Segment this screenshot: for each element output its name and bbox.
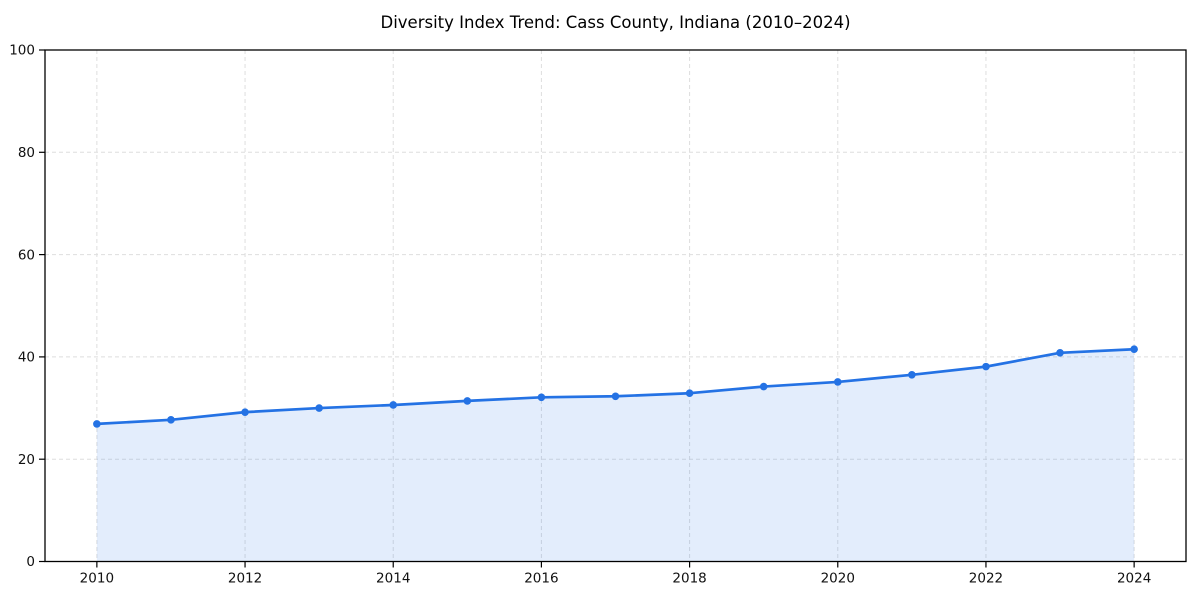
data-point-2013: [315, 404, 323, 412]
x-tick-label-2010: 2010: [80, 571, 114, 587]
data-point-2011: [167, 416, 175, 424]
x-tick-label-2020: 2020: [821, 571, 855, 587]
data-point-2017: [611, 392, 620, 401]
x-tick-label-2018: 2018: [672, 571, 706, 587]
data-point-2010: [93, 420, 101, 428]
y-tick-label-20: 20: [18, 452, 35, 468]
x-tick-label-2022: 2022: [969, 571, 1003, 587]
data-point-2022: [982, 362, 990, 371]
plot-frame: [44, 49, 1187, 563]
x-tick-label-2016: 2016: [524, 571, 558, 587]
y-tick-label-40: 40: [18, 350, 35, 366]
data-point-2023: [1056, 349, 1064, 357]
y-tick-label-60: 60: [18, 247, 35, 263]
data-point-2012: [241, 408, 249, 416]
data-point-2016: [537, 393, 546, 402]
data-point-2024: [1130, 345, 1138, 354]
data-point-2020: [833, 378, 842, 386]
data-point-2015: [463, 397, 472, 405]
data-point-2021: [908, 371, 916, 379]
data-point-2019: [759, 382, 768, 391]
data-point-2018: [685, 389, 694, 398]
area-fill: [96, 349, 1135, 562]
y-tick-label-0: 0: [26, 554, 35, 570]
x-tick-label-2012: 2012: [228, 571, 262, 587]
chart-title: Diversity Index Trend: Cass County, Indi…: [380, 13, 851, 32]
x-tick-label-2014: 2014: [376, 571, 410, 587]
x-tick-label-2024: 2024: [1117, 571, 1151, 587]
y-tick-label-80: 80: [18, 145, 35, 161]
data-point-2014: [389, 401, 398, 409]
y-tick-label-100: 100: [9, 43, 35, 59]
